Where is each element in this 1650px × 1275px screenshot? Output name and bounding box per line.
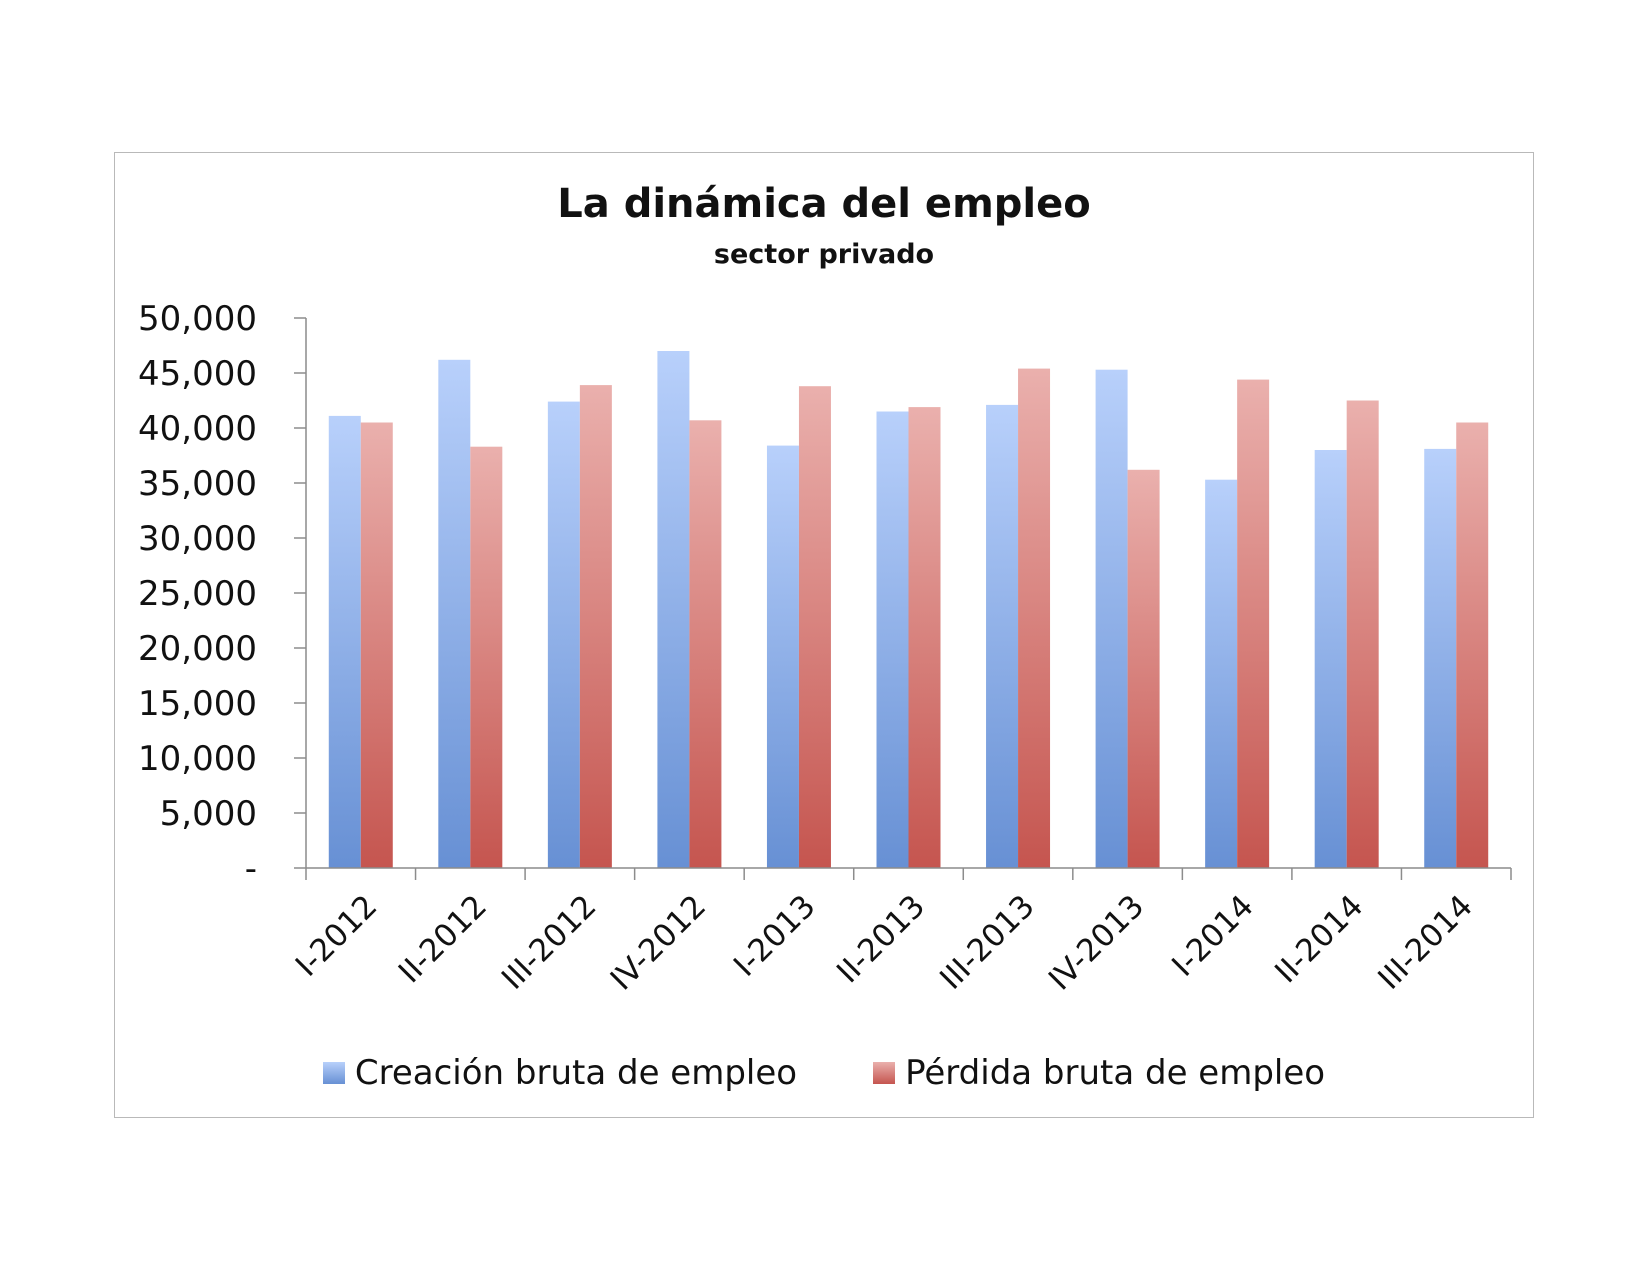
- bar-creacion-III-2012: [547, 401, 580, 868]
- x-category-label: III-2014: [1371, 888, 1480, 997]
- x-category-label: II-2013: [830, 888, 932, 990]
- bar-creacion-III-2014: [1424, 448, 1457, 868]
- bar-perdida-III-2014: [1456, 422, 1489, 868]
- bar-perdida-IV-2012: [689, 420, 722, 868]
- bar-creacion-I-2013: [766, 445, 799, 868]
- y-tick-label: 50,000: [138, 299, 257, 339]
- bar-creacion-IV-2012: [657, 351, 690, 868]
- legend-label-perdida: Pérdida bruta de empleo: [905, 1053, 1326, 1093]
- x-category-label: I-2014: [1165, 888, 1261, 984]
- bar-chart-plot: - 5,000 10,000 15,000 20,000 25,000 30,000 35,0…: [138, 299, 1512, 998]
- bar-perdida-IV-2013: [1127, 469, 1160, 868]
- y-tick-label: 20,000: [138, 629, 257, 669]
- x-category-label: IV-2012: [604, 888, 713, 997]
- x-category-label: II-2014: [1268, 888, 1370, 990]
- bar-perdida-III-2013: [1018, 368, 1051, 868]
- y-tick-label: 30,000: [138, 519, 257, 559]
- legend-item-creacion: Creación bruta de empleo: [322, 1053, 798, 1093]
- legend-swatch-creacion: [322, 1062, 345, 1084]
- bar-creacion-II-2013: [876, 411, 909, 868]
- y-tick-label: 10,000: [138, 739, 257, 779]
- bar-perdida-II-2012: [470, 446, 503, 868]
- bar-perdida-I-2014: [1237, 379, 1270, 868]
- chart-title: La dinámica del empleo: [557, 181, 1091, 227]
- legend-label-creacion: Creación bruta de empleo: [354, 1053, 798, 1093]
- bar-perdida-II-2014: [1346, 400, 1379, 868]
- chart-subtitle: sector privado: [713, 239, 935, 270]
- bar-creacion-I-2012: [328, 415, 361, 868]
- x-category-label: I-2013: [727, 888, 823, 984]
- x-category-label: III-2012: [495, 888, 604, 997]
- bar-perdida-I-2013: [798, 386, 831, 868]
- chart-frame: La dinámica del empleo sector privado - 5…: [114, 152, 1534, 1118]
- y-tick-label: 25,000: [138, 574, 257, 614]
- y-tick-label: 15,000: [138, 684, 257, 724]
- y-tick-label: 45,000: [138, 354, 257, 394]
- bars-layer: [328, 351, 1489, 868]
- y-tick-label: 5,000: [160, 794, 257, 834]
- axes-layer: [294, 317, 1512, 880]
- bar-creacion-II-2014: [1314, 450, 1347, 868]
- y-tick-label: -: [245, 849, 257, 889]
- y-tick-labels: - 5,000 10,000 15,000 20,000 25,000 30,000 35,0…: [138, 299, 257, 889]
- bar-creacion-I-2014: [1205, 479, 1238, 868]
- bar-creacion-III-2013: [986, 404, 1019, 868]
- y-tick-label: 35,000: [138, 464, 257, 504]
- legend-swatch-perdida: [873, 1062, 896, 1084]
- legend: Creación bruta de empleo Pérdida bruta d…: [115, 1048, 1533, 1098]
- x-category-label: I-2012: [289, 888, 385, 984]
- x-category-label: II-2012: [392, 888, 494, 990]
- legend-item-perdida: Pérdida bruta de empleo: [873, 1053, 1325, 1093]
- bar-perdida-I-2012: [360, 422, 393, 868]
- x-category-label: III-2013: [933, 888, 1042, 997]
- y-tick-label: 40,000: [138, 409, 257, 449]
- x-category-labels: I-2012 II-2012 III-2012 IV-2012 I-2013 II-201…: [289, 888, 1480, 997]
- x-category-label: IV-2013: [1042, 888, 1151, 997]
- bar-creacion-IV-2013: [1095, 369, 1128, 868]
- bar-perdida-II-2013: [908, 407, 941, 868]
- bar-creacion-II-2012: [438, 359, 471, 868]
- bar-perdida-III-2012: [579, 385, 612, 868]
